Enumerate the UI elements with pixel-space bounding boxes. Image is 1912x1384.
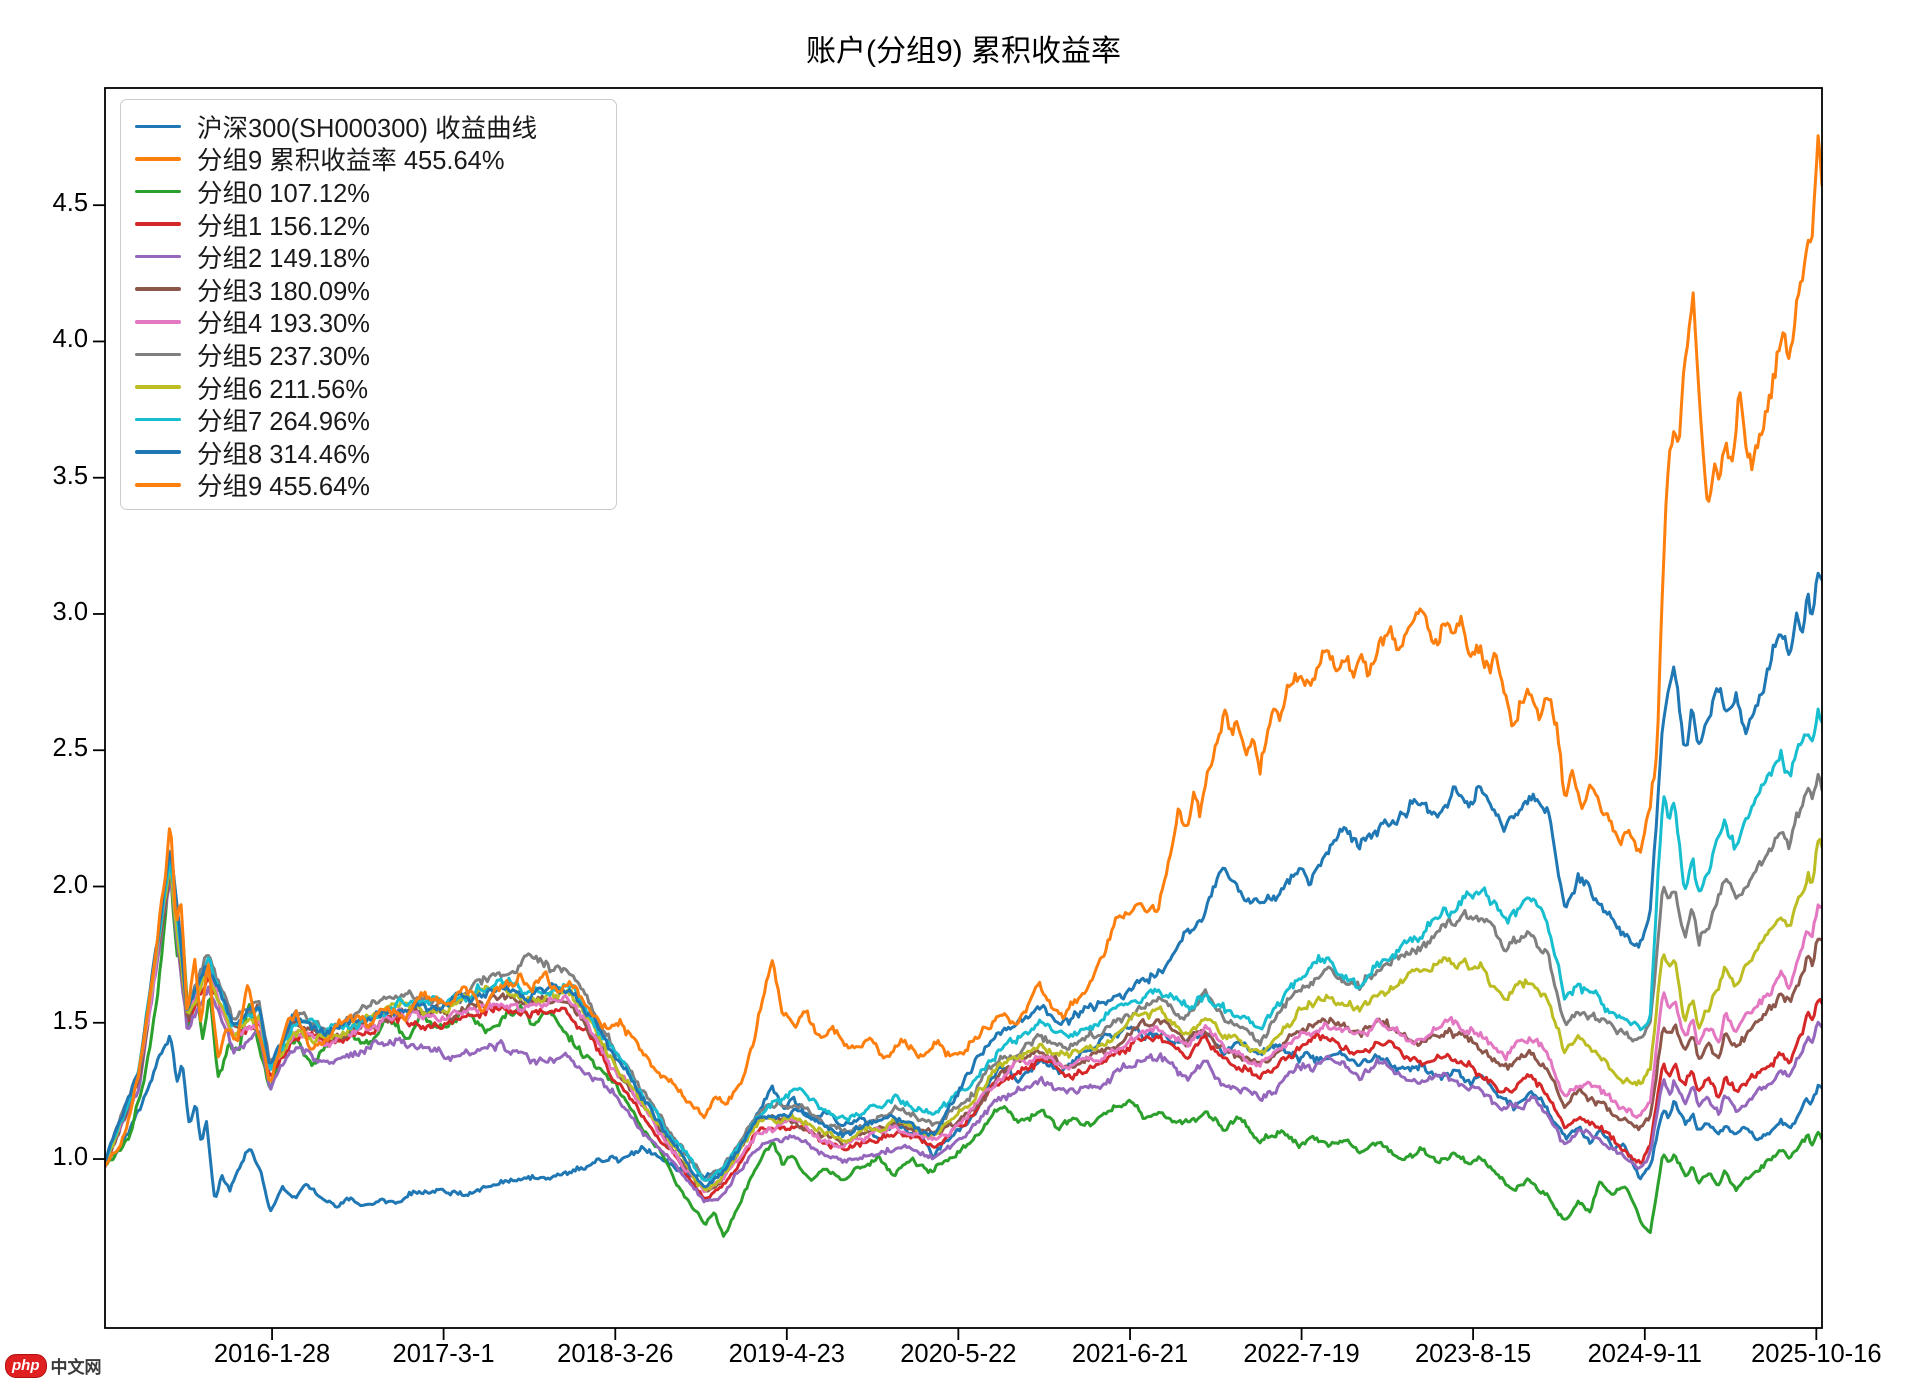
series-line-group6	[105, 837, 1822, 1192]
y-tick-label: 2.5	[52, 734, 88, 763]
axes-layer	[93, 87, 1823, 1340]
x-tick-label: 2021-6-21	[1071, 1340, 1189, 1368]
legend-color-line	[135, 385, 181, 389]
legend-label: 分组5 237.30%	[197, 342, 370, 371]
legend-color-line	[135, 157, 181, 161]
series-layer	[105, 134, 1822, 1238]
plot-border	[104, 87, 1823, 1329]
x-tick-label: 2018-3-26	[557, 1340, 674, 1368]
legend-label: 分组9 累积收益率 455.64%	[197, 147, 505, 176]
legend-label: 分组9 455.64%	[197, 473, 370, 502]
x-tick-label: 2024-9-11	[1587, 1340, 1702, 1368]
legend-color-line	[135, 254, 181, 259]
legend-label: 分组6 211.56%	[197, 375, 369, 404]
legend-item: 分组9 455.64%	[121, 469, 616, 502]
legend-box: 沪深300(SH000300) 收益曲线 分组9 累积收益率 455.64% 分组0…	[120, 99, 617, 511]
series-line-group0	[105, 877, 1822, 1238]
legend-item: 分组9 累积收益率 455.64%	[121, 143, 616, 176]
watermark: php 中文网	[5, 1353, 102, 1378]
y-tick-label: 2.0	[52, 870, 88, 899]
legend-item: 分组2 149.18%	[121, 240, 616, 273]
legend-label: 分组0 107.12%	[197, 179, 370, 208]
x-tick-label: 2020-5-22	[900, 1340, 1017, 1368]
legend-color-line	[135, 352, 181, 357]
x-tick-label: 2019-4-23	[728, 1340, 845, 1368]
legend-label: 分组7 264.96%	[197, 408, 370, 437]
legend-item: 分组8 314.46%	[121, 436, 616, 469]
y-tick-label: 1.5	[52, 1006, 88, 1035]
series-line-group2	[105, 882, 1822, 1204]
chart-title: 账户(分组9) 累积收益率	[806, 35, 1121, 68]
x-tick-label: 2016-1-28	[213, 1340, 331, 1368]
x-tick-label: 2022-7-19	[1243, 1340, 1360, 1368]
series-line-group9	[105, 134, 1822, 1168]
x-tick-label: 2023-8-15	[1414, 1340, 1532, 1368]
legend-color-line	[135, 450, 181, 455]
legend-label: 分组3 180.09%	[197, 277, 370, 306]
legend-item: 分组1 156.12%	[121, 208, 616, 241]
legend-label: 分组1 156.12%	[197, 212, 370, 241]
y-tick-label: 3.5	[52, 461, 88, 490]
x-tick-label: 2025-10-16	[1751, 1340, 1882, 1368]
legend-color-line	[135, 124, 181, 129]
legend-label: 沪深300(SH000300) 收益曲线	[197, 114, 538, 143]
series-line-group7	[105, 707, 1822, 1182]
legend-color-line	[135, 189, 181, 194]
legend-item: 分组4 193.30%	[121, 306, 616, 339]
legend-color-line	[135, 222, 181, 226]
legend-item: 分组7 264.96%	[121, 403, 616, 436]
y-tick-label: 1.0	[52, 1143, 88, 1172]
y-tick-label: 3.0	[52, 597, 88, 626]
legend-color-line	[135, 320, 181, 324]
php-logo-badge: php	[5, 1353, 47, 1378]
legend-item: 沪深300(SH000300) 收益曲线	[121, 110, 616, 143]
watermark-label: 中文网	[50, 1358, 102, 1377]
legend-item: 分组6 211.56%	[121, 371, 616, 404]
legend-item: 分组0 107.12%	[121, 175, 616, 208]
legend-item: 分组5 237.30%	[121, 338, 616, 371]
legend-color-line	[135, 417, 181, 422]
legend-color-line	[135, 483, 181, 487]
y-tick-label: 4.5	[52, 189, 88, 218]
series-line-group4	[105, 858, 1822, 1194]
x-tick-label: 2017-3-1	[392, 1340, 495, 1368]
legend-label: 分组8 314.46%	[197, 440, 370, 469]
legend-item: 分组3 180.09%	[121, 273, 616, 306]
legend-label: 分组2 149.18%	[197, 245, 370, 274]
legend-color-line	[135, 287, 181, 292]
series-line-group5	[105, 772, 1822, 1182]
legend-label: 分组4 193.30%	[197, 310, 370, 339]
y-tick-label: 4.0	[52, 325, 88, 354]
